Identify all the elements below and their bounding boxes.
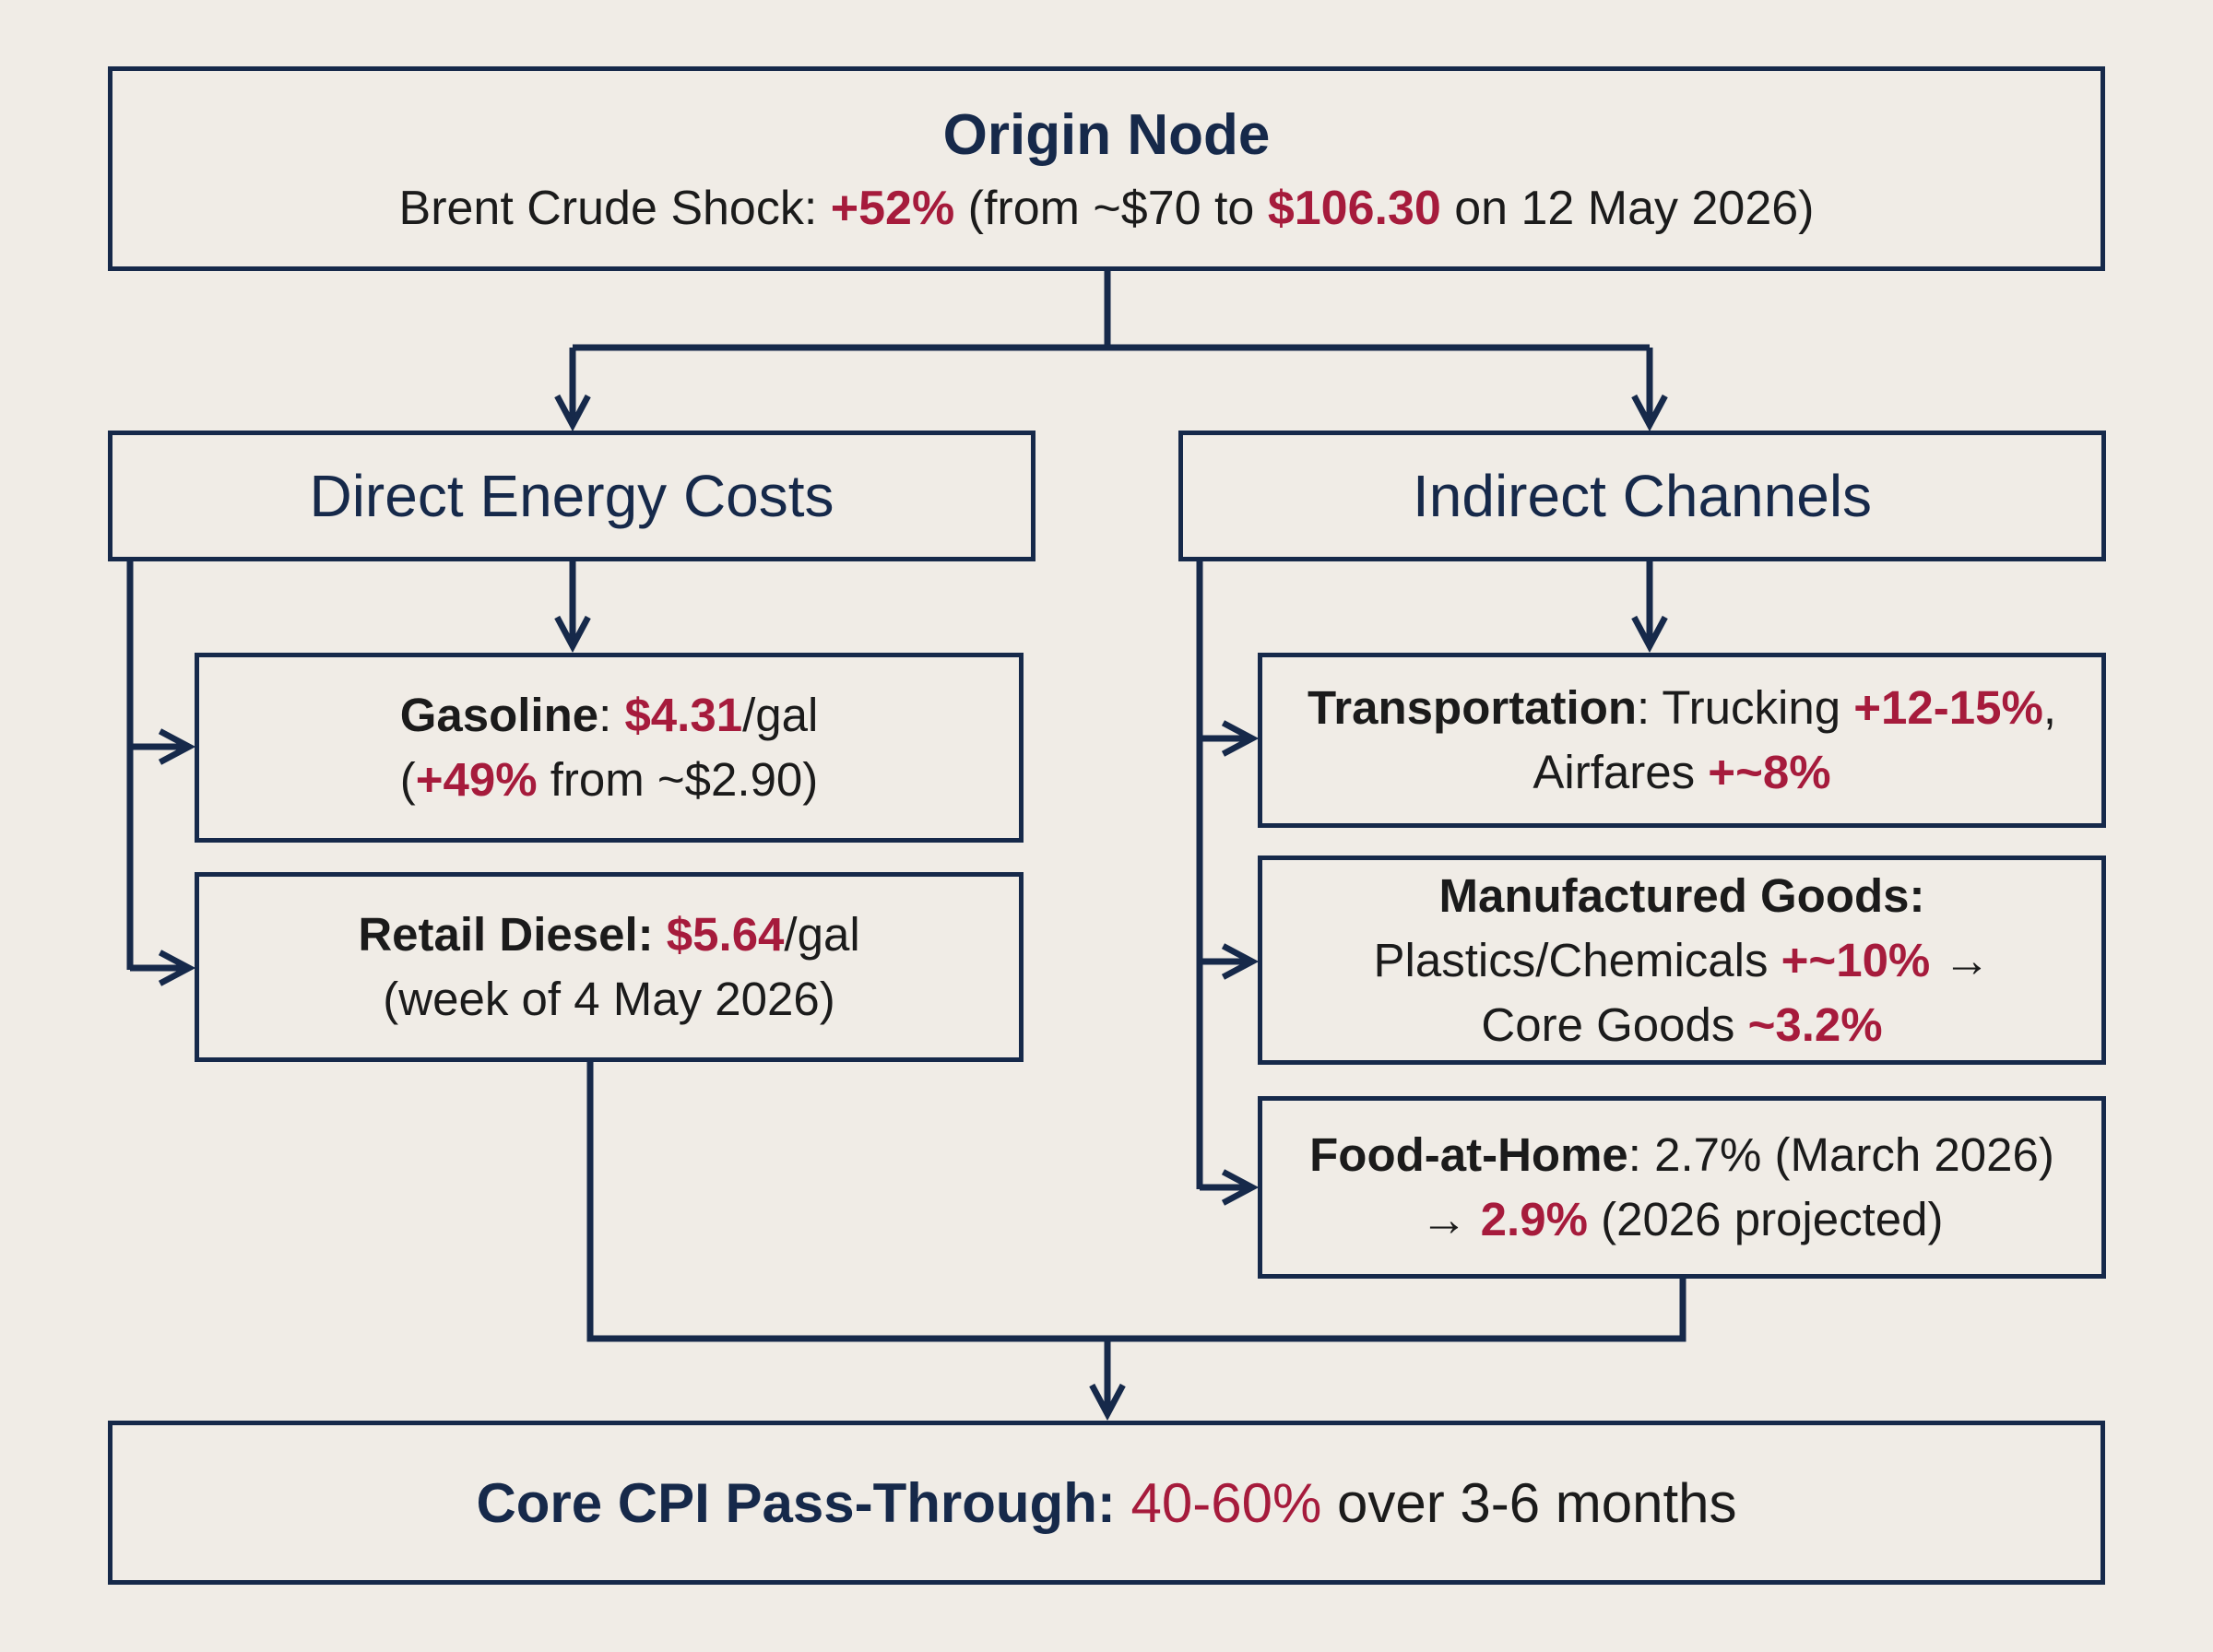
- transport-line-2: Airfares +~8%: [1533, 740, 1830, 805]
- food-projected-note: (2026 projected): [1587, 1193, 1944, 1245]
- diesel-unit: /gal: [784, 908, 860, 961]
- manufactured-line-2: Plastics/Chemicals +~10% →: [1374, 928, 1991, 993]
- gasoline-line-1: Gasoline: $4.31/gal: [400, 683, 819, 748]
- diesel-label: Retail Diesel:: [358, 908, 654, 961]
- indirect-channels-node: Indirect Channels: [1178, 431, 2106, 561]
- core-goods-pct: ~3.2%: [1747, 997, 1883, 1051]
- manufactured-label: Manufactured Goods: [1438, 868, 1910, 922]
- retail-diesel-node: Retail Diesel: $5.64/gal (week of 4 May …: [195, 872, 1024, 1062]
- manufactured-goods-node: Manufactured Goods: Plastics/Chemicals +…: [1258, 856, 2106, 1065]
- result-range: 40-60%: [1115, 1471, 1322, 1534]
- gasoline-node: Gasoline: $4.31/gal (+49% from ~$2.90): [195, 653, 1024, 843]
- food-label: Food-at-Home: [1309, 1128, 1628, 1181]
- food-line-2: → 2.9% (2026 projected): [1421, 1187, 1944, 1252]
- food-projected-pct: 2.9%: [1480, 1193, 1588, 1245]
- result-rest: over 3-6 months: [1321, 1471, 1737, 1534]
- result-line: Core CPI Pass-Through: 40-60% over 3-6 m…: [476, 1471, 1736, 1535]
- manufactured-colon: :: [1909, 868, 1925, 922]
- diesel-line-1: Retail Diesel: $5.64/gal: [358, 903, 859, 967]
- origin-node: Origin Node Brent Crude Shock: +52% (fro…: [108, 66, 2105, 271]
- transport-label: Transportation: [1307, 681, 1637, 734]
- origin-title: Origin Node: [942, 102, 1271, 167]
- gasoline-label: Gasoline: [399, 689, 599, 741]
- transport-colon: : Trucking: [1637, 681, 1854, 734]
- food-at-home-node: Food-at-Home: 2.7% (March 2026) → 2.9% (…: [1258, 1096, 2106, 1279]
- gasoline-unit: /gal: [742, 689, 819, 741]
- indirect-title: Indirect Channels: [1412, 463, 1873, 529]
- transport-comma: ,: [2042, 681, 2057, 734]
- origin-lead: Brent Crude Shock:: [398, 181, 831, 235]
- direct-energy-costs-node: Direct Energy Costs: [108, 431, 1035, 561]
- origin-pct: +52%: [830, 181, 955, 235]
- gasoline-pct: +49%: [415, 753, 538, 806]
- airfares-pct: +~8%: [1708, 746, 1831, 798]
- plastics-label: Plastics/Chemicals: [1373, 933, 1781, 986]
- gasoline-colon: :: [598, 689, 625, 741]
- airfares-label: Airfares: [1533, 746, 1709, 798]
- food-line-1: Food-at-Home: 2.7% (March 2026): [1309, 1123, 2054, 1187]
- food-arrow: →: [1420, 1193, 1481, 1245]
- transport-line-1: Transportation: Trucking +12-15%,: [1308, 676, 2056, 740]
- merge-from-diesel: [586, 1062, 1686, 1342]
- diesel-price: $5.64: [653, 908, 785, 961]
- manufactured-line-3: Core Goods ~3.2%: [1481, 993, 1882, 1057]
- origin-tail: on 12 May 2026): [1440, 181, 1815, 235]
- result-label: Core CPI Pass-Through:: [476, 1471, 1116, 1534]
- gasoline-open: (: [399, 753, 416, 806]
- core-goods-label: Core Goods: [1481, 997, 1748, 1051]
- gasoline-rest: from ~$2.90): [537, 753, 819, 806]
- manufactured-arrow: →: [1930, 933, 1991, 986]
- gasoline-price: $4.31: [624, 689, 743, 741]
- core-cpi-node: Core CPI Pass-Through: 40-60% over 3-6 m…: [108, 1421, 2105, 1585]
- origin-subtitle: Brent Crude Shock: +52% (from ~$70 to $1…: [399, 181, 1815, 236]
- origin-price: $106.30: [1267, 181, 1441, 235]
- food-colon: : 2.7% (March 2026): [1627, 1128, 2054, 1181]
- trucking-pct: +12-15%: [1853, 681, 2043, 734]
- diesel-note: (week of 4 May 2026): [383, 973, 835, 1025]
- plastics-pct: +~10%: [1781, 933, 1931, 986]
- manufactured-line-1: Manufactured Goods:: [1438, 864, 1924, 928]
- origin-mid: (from ~$70 to: [954, 181, 1268, 235]
- gasoline-line-2: (+49% from ~$2.90): [400, 748, 819, 812]
- transportation-node: Transportation: Trucking +12-15%, Airfar…: [1258, 653, 2106, 828]
- direct-title: Direct Energy Costs: [309, 463, 834, 529]
